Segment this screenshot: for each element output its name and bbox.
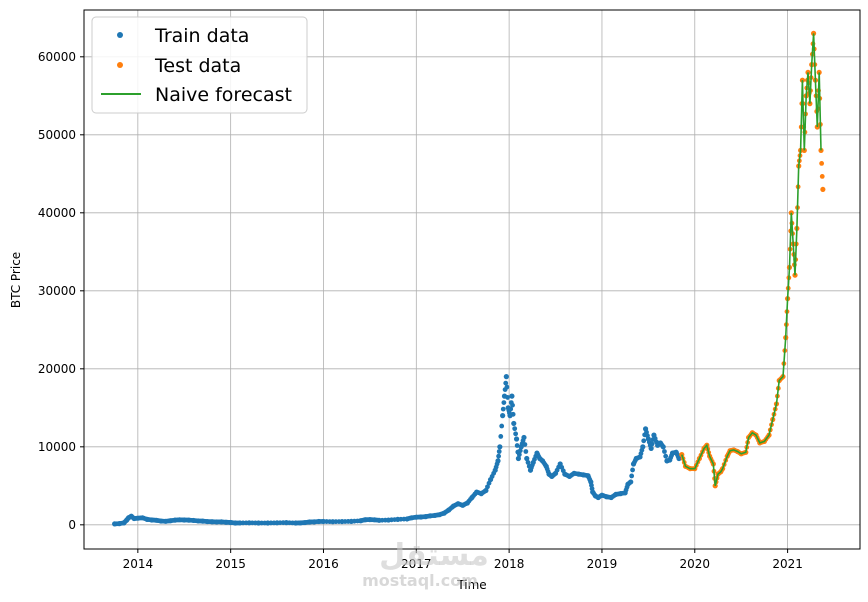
data-point-fill xyxy=(641,438,647,444)
data-point xyxy=(515,455,522,462)
x-tick-label: 2021 xyxy=(772,557,803,571)
data-point-fill xyxy=(499,423,505,429)
data-point-fill xyxy=(501,400,507,406)
data-point-fill xyxy=(510,411,516,417)
y-tick-label: 50000 xyxy=(38,128,76,142)
x-axis-label: Time xyxy=(456,578,486,592)
data-point-fill xyxy=(505,395,510,400)
data-point-fill xyxy=(510,402,515,408)
legend-test-marker xyxy=(117,62,123,68)
data-point-fill xyxy=(485,484,490,490)
data-point-fill xyxy=(525,460,531,465)
data-point xyxy=(640,444,646,450)
data-point-fill xyxy=(503,380,509,386)
x-tick-label: 2018 xyxy=(494,557,525,571)
data-point xyxy=(648,445,654,451)
y-tick-label: 60000 xyxy=(38,50,76,64)
data-point-fill xyxy=(496,449,502,454)
axis-ticks: 2014 2015 2016 2017 2018 2019 2020 2021 0 10000 20… xyxy=(38,50,803,571)
data-point xyxy=(503,374,509,380)
data-point-fill xyxy=(516,452,522,458)
y-tick-label: 0 xyxy=(68,518,76,532)
watermark: مستقل mostaql.com xyxy=(362,538,489,590)
data-point-fill xyxy=(630,467,635,473)
legend-naive-label: Naive forecast xyxy=(155,84,292,106)
data-point-fill xyxy=(504,384,510,390)
y-tick-label: 20000 xyxy=(38,362,76,376)
legend-test-label: Test data xyxy=(154,55,241,77)
data-point-fill xyxy=(517,448,523,454)
data-point xyxy=(513,436,520,442)
data-point xyxy=(628,479,634,485)
data-point-fill xyxy=(513,431,519,437)
data-point xyxy=(660,444,666,450)
plot-frame xyxy=(83,9,861,550)
data-point-fill xyxy=(514,443,520,448)
watermark-text: mostaql.com xyxy=(362,571,478,590)
data-point-fill xyxy=(500,406,506,412)
data-point-fill xyxy=(498,434,504,439)
x-tick-label: 2017 xyxy=(401,557,432,571)
data-point-fill xyxy=(496,453,502,459)
data-point xyxy=(521,434,527,441)
data-point-fill xyxy=(629,473,635,479)
data-point-fill xyxy=(819,174,825,179)
data-point xyxy=(497,444,503,450)
x-tick-label: 2019 xyxy=(587,557,618,571)
data-point-fill xyxy=(512,426,518,432)
data-point xyxy=(511,420,517,427)
y-tick-label: 10000 xyxy=(38,440,76,454)
x-tick-label: 2015 xyxy=(215,557,246,571)
data-point xyxy=(524,455,530,462)
grid-lines xyxy=(84,10,860,549)
x-tick-label: 2014 xyxy=(123,557,154,571)
data-point xyxy=(820,186,826,193)
x-tick-label: 2020 xyxy=(680,557,711,571)
y-tick-label: 30000 xyxy=(38,284,76,298)
x-tick-label: 2016 xyxy=(308,557,339,571)
naive-forecast-line xyxy=(681,33,822,486)
data-point-fill xyxy=(649,441,655,447)
series-0 xyxy=(112,374,682,527)
data-point-fill xyxy=(663,453,669,459)
legend-box xyxy=(91,16,308,114)
data-point-fill xyxy=(522,442,528,447)
data-point-fill xyxy=(508,406,514,412)
data-point-fill xyxy=(662,449,667,454)
data-point xyxy=(676,455,682,462)
y-tick-label: 40000 xyxy=(38,206,76,220)
plot-marks xyxy=(112,30,826,527)
legend-train-marker xyxy=(117,32,123,38)
data-point-fill xyxy=(523,449,529,454)
y-axis-label: BTC Price xyxy=(9,252,23,308)
legend: Train data Test data Naive forecast xyxy=(91,16,308,114)
watermark-logo: مستقل xyxy=(379,538,489,573)
data-point xyxy=(509,393,515,399)
data-point xyxy=(500,413,506,419)
data-point-fill xyxy=(819,161,825,166)
data-point xyxy=(818,147,824,154)
data-point xyxy=(495,458,501,464)
legend-train-label: Train data xyxy=(154,25,249,47)
